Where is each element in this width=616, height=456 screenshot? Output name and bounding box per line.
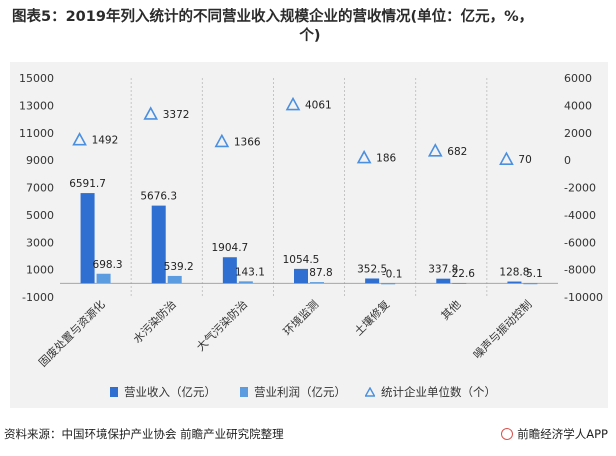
left-axis-tick-label: 9000 (26, 154, 54, 167)
data-label-profit: 87.8 (309, 267, 332, 279)
marker-count (72, 132, 87, 146)
left-axis-tick-label: 3000 (26, 236, 54, 249)
data-label-profit: 22.6 (452, 268, 476, 280)
data-label-count: 3372 (163, 109, 190, 121)
data-label-revenue: 128.8 (499, 267, 529, 279)
left-axis-tick-label: 5000 (26, 209, 54, 222)
bar-revenue (222, 257, 237, 284)
legend-item-revenue: 营业收入（亿元） (110, 384, 216, 400)
source-note: 资料来源：中国环境保护产业协会 前瞻产业研究院整理 (4, 427, 284, 441)
chart-title-line1: 图表5：2019年列入统计的不同营业收入规模企业的营收情况(单位：亿元，%， (12, 9, 534, 25)
left-axis-tick-label: 11000 (19, 127, 54, 140)
data-label-count: 4061 (305, 100, 332, 112)
left-axis-tick-label: 13000 (19, 99, 54, 112)
legend-swatch-profit (240, 387, 248, 397)
bar-profit (523, 283, 538, 285)
data-label-profit: -0.1 (382, 268, 403, 280)
data-label-revenue: 352.5 (357, 263, 387, 275)
data-label-revenue: 1054.5 (283, 254, 320, 266)
legend-item-profit: 营业利润（亿元） (240, 384, 346, 400)
legend-label-profit: 营业利润（亿元） (254, 385, 346, 399)
category-label: 噪声与振动控制 (470, 297, 534, 361)
category-label: 环境监测 (280, 297, 321, 338)
chart-legend: 营业收入（亿元） 营业利润（亿元） 统计企业单位数（个） (0, 384, 616, 400)
bar-revenue (294, 268, 308, 284)
data-label-count: 70 (518, 154, 531, 166)
right-axis-tick-label: -6000 (564, 236, 596, 249)
data-label-profit: 5.1 (526, 268, 543, 280)
right-axis-tick-label: 4000 (564, 99, 592, 112)
legend-label-count: 统计企业单位数（个） (381, 385, 496, 399)
data-label-profit: 143.1 (235, 266, 265, 278)
data-label-profit: 698.3 (93, 259, 123, 271)
right-axis-tick-label: -8000 (564, 264, 596, 277)
data-label-count: 1366 (234, 136, 261, 148)
category-label: 大气污染防治 (193, 297, 250, 354)
right-axis-tick-label: -4000 (564, 209, 596, 222)
category-label: 其他 (439, 298, 464, 323)
data-label-revenue: 337.8 (428, 264, 458, 276)
left-axis-tick-label: -1000 (22, 291, 54, 304)
chart-svg: 15000 13000 11000 9000 7000 5000 3000 1000 -1000… (19, 72, 603, 369)
data-label-profit: 539.2 (164, 261, 194, 273)
chart-area: 15000 13000 11000 9000 7000 5000 3000 1000 -1000… (10, 62, 608, 408)
chart-title-line2: 个) (299, 28, 321, 44)
brand-logo-icon (501, 428, 514, 440)
left-axis-tick-label: 1000 (26, 264, 54, 277)
data-label-count: 682 (447, 146, 467, 158)
marker-count (499, 151, 514, 165)
category-label: 固废处置与资源化 (36, 297, 108, 369)
category-label: 土壤修复 (351, 297, 392, 338)
marker-count (285, 96, 301, 111)
right-axis-tick-label: 2000 (564, 127, 592, 140)
marker-count (356, 149, 372, 164)
right-axis-tick-label: -2000 (564, 182, 596, 195)
bar-revenue (436, 278, 451, 284)
bar-profit (452, 283, 467, 285)
brand-text: 前瞻经济学人APP (517, 427, 608, 441)
bar-profit (96, 273, 111, 284)
right-axis-tick-label: 0 (564, 154, 571, 167)
bar-revenue (80, 193, 95, 284)
bar-profit (310, 282, 324, 284)
bar-profit (381, 283, 396, 285)
bar-revenue (365, 278, 380, 284)
data-label-revenue: 6591.7 (69, 178, 106, 190)
data-label-count: 1492 (92, 135, 119, 147)
brand-label: 前瞻经济学人APP (501, 426, 608, 442)
bar-revenue (151, 205, 166, 284)
triangle-icon (365, 387, 375, 397)
data-label-revenue: 1904.7 (211, 242, 248, 254)
right-axis-tick-label: -10000 (564, 291, 603, 304)
bar-profit (167, 275, 182, 284)
marker-count (143, 106, 159, 120)
left-axis-tick-label: 7000 (26, 182, 54, 195)
data-label-count: 186 (376, 153, 396, 165)
legend-swatch-revenue (110, 387, 118, 397)
chart-title: 图表5：2019年列入统计的不同营业收入规模企业的营收情况(单位：亿元，%， 个… (12, 8, 608, 46)
marker-count (214, 133, 230, 148)
bar-revenue (507, 281, 522, 284)
legend-item-count: 统计企业单位数（个） (365, 384, 496, 400)
data-label-revenue: 5676.3 (140, 191, 177, 203)
bar-profit (238, 281, 253, 284)
category-label: 水污染防治 (130, 297, 179, 346)
left-axis-tick-label: 15000 (19, 72, 54, 85)
right-axis-tick-label: 6000 (564, 72, 592, 85)
legend-label-revenue: 营业收入（亿元） (124, 385, 216, 399)
marker-count (427, 143, 443, 157)
